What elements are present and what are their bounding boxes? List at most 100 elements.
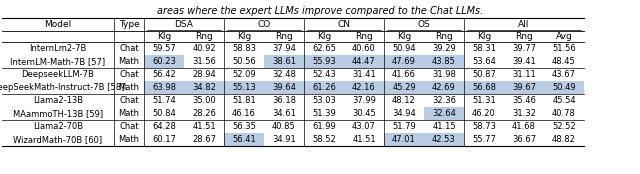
Bar — [464, 81, 504, 94]
Text: 35.00: 35.00 — [192, 96, 216, 105]
Text: 28.67: 28.67 — [192, 135, 216, 144]
Text: 30.45: 30.45 — [352, 109, 376, 118]
Text: 42.53: 42.53 — [432, 135, 456, 144]
Text: 48.12: 48.12 — [392, 96, 416, 105]
Text: 37.94: 37.94 — [272, 44, 296, 53]
Text: 32.64: 32.64 — [432, 109, 456, 118]
Text: 48.82: 48.82 — [552, 135, 576, 144]
Text: 50.49: 50.49 — [552, 83, 576, 92]
Text: 39.29: 39.29 — [432, 44, 456, 53]
Bar — [424, 81, 464, 94]
Text: 60.17: 60.17 — [152, 135, 176, 144]
Text: 34.61: 34.61 — [272, 109, 296, 118]
Text: 40.60: 40.60 — [352, 44, 376, 53]
Text: 34.91: 34.91 — [272, 135, 296, 144]
Text: 31.98: 31.98 — [432, 70, 456, 79]
Text: Klg: Klg — [477, 32, 491, 41]
Text: 55.13: 55.13 — [232, 83, 256, 92]
Text: 48.45: 48.45 — [552, 57, 576, 66]
Text: 42.69: 42.69 — [432, 83, 456, 92]
Text: 45.54: 45.54 — [552, 96, 576, 105]
Text: 50.94: 50.94 — [392, 44, 416, 53]
Bar — [144, 81, 184, 94]
Bar — [504, 81, 544, 94]
Bar — [384, 81, 424, 94]
Text: 60.23: 60.23 — [152, 57, 176, 66]
Text: 43.67: 43.67 — [552, 70, 576, 79]
Bar — [344, 81, 384, 94]
Text: 50.56: 50.56 — [232, 57, 256, 66]
Bar — [224, 81, 264, 94]
Text: Avg: Avg — [556, 32, 572, 41]
Text: Math: Math — [118, 109, 140, 118]
Text: 32.36: 32.36 — [432, 96, 456, 105]
Text: 46.16: 46.16 — [232, 109, 256, 118]
Text: 37.99: 37.99 — [352, 96, 376, 105]
Text: 28.94: 28.94 — [192, 70, 216, 79]
Text: CN: CN — [337, 20, 351, 29]
Text: InternLM-Math-7B [57]: InternLM-Math-7B [57] — [10, 57, 106, 66]
Text: Rng: Rng — [195, 32, 213, 41]
Text: 55.77: 55.77 — [472, 135, 496, 144]
Text: MAammoTH-13B [59]: MAammoTH-13B [59] — [13, 109, 103, 118]
Text: 42.16: 42.16 — [352, 83, 376, 92]
Bar — [264, 81, 304, 94]
Bar — [384, 55, 424, 68]
Text: 53.64: 53.64 — [472, 57, 496, 66]
Bar — [304, 55, 344, 68]
Text: Klg: Klg — [317, 32, 331, 41]
Text: 61.26: 61.26 — [312, 83, 336, 92]
Text: 40.78: 40.78 — [552, 109, 576, 118]
Bar — [424, 55, 464, 68]
Bar — [264, 55, 304, 68]
Text: 63.98: 63.98 — [152, 83, 176, 92]
Text: InternLm2-7B: InternLm2-7B — [29, 44, 86, 53]
Text: 41.66: 41.66 — [392, 70, 416, 79]
Text: Klg: Klg — [237, 32, 251, 41]
Text: 34.82: 34.82 — [192, 83, 216, 92]
Text: All: All — [518, 20, 530, 29]
Text: 58.73: 58.73 — [472, 122, 496, 131]
Text: Chat: Chat — [119, 122, 139, 131]
Bar — [184, 81, 224, 94]
Text: 56.68: 56.68 — [472, 83, 496, 92]
Text: 51.31: 51.31 — [472, 96, 496, 105]
Text: 58.83: 58.83 — [232, 44, 256, 53]
Text: Model: Model — [44, 20, 72, 29]
Text: 41.51: 41.51 — [192, 122, 216, 131]
Text: 44.47: 44.47 — [352, 57, 376, 66]
Text: 52.43: 52.43 — [312, 70, 336, 79]
Text: 51.74: 51.74 — [152, 96, 176, 105]
Text: 34.94: 34.94 — [392, 109, 416, 118]
Bar — [544, 81, 584, 94]
Text: Llama2-70B: Llama2-70B — [33, 122, 83, 131]
Text: 28.26: 28.26 — [192, 109, 216, 118]
Text: Chat: Chat — [119, 44, 139, 53]
Text: 50.87: 50.87 — [472, 70, 496, 79]
Text: Rng: Rng — [275, 32, 293, 41]
Bar — [384, 133, 424, 146]
Text: 40.92: 40.92 — [192, 44, 216, 53]
Text: 47.01: 47.01 — [392, 135, 416, 144]
Text: DeepseekLLM-7B: DeepseekLLM-7B — [22, 70, 95, 79]
Bar — [424, 107, 464, 120]
Text: 41.51: 41.51 — [352, 135, 376, 144]
Text: 62.65: 62.65 — [312, 44, 336, 53]
Text: 31.11: 31.11 — [512, 70, 536, 79]
Text: Type: Type — [118, 20, 140, 29]
Text: 39.64: 39.64 — [272, 83, 296, 92]
Text: Rng: Rng — [515, 32, 533, 41]
Text: 64.28: 64.28 — [152, 122, 176, 131]
Text: Rng: Rng — [355, 32, 373, 41]
Text: 40.85: 40.85 — [272, 122, 296, 131]
Text: 51.56: 51.56 — [552, 44, 576, 53]
Text: 31.32: 31.32 — [512, 109, 536, 118]
Text: 41.15: 41.15 — [432, 122, 456, 131]
Text: 58.31: 58.31 — [472, 44, 496, 53]
Text: 56.35: 56.35 — [232, 122, 256, 131]
Text: 39.77: 39.77 — [512, 44, 536, 53]
Text: 59.57: 59.57 — [152, 44, 176, 53]
Text: Math: Math — [118, 57, 140, 66]
Text: 51.79: 51.79 — [392, 122, 416, 131]
Text: 61.99: 61.99 — [312, 122, 336, 131]
